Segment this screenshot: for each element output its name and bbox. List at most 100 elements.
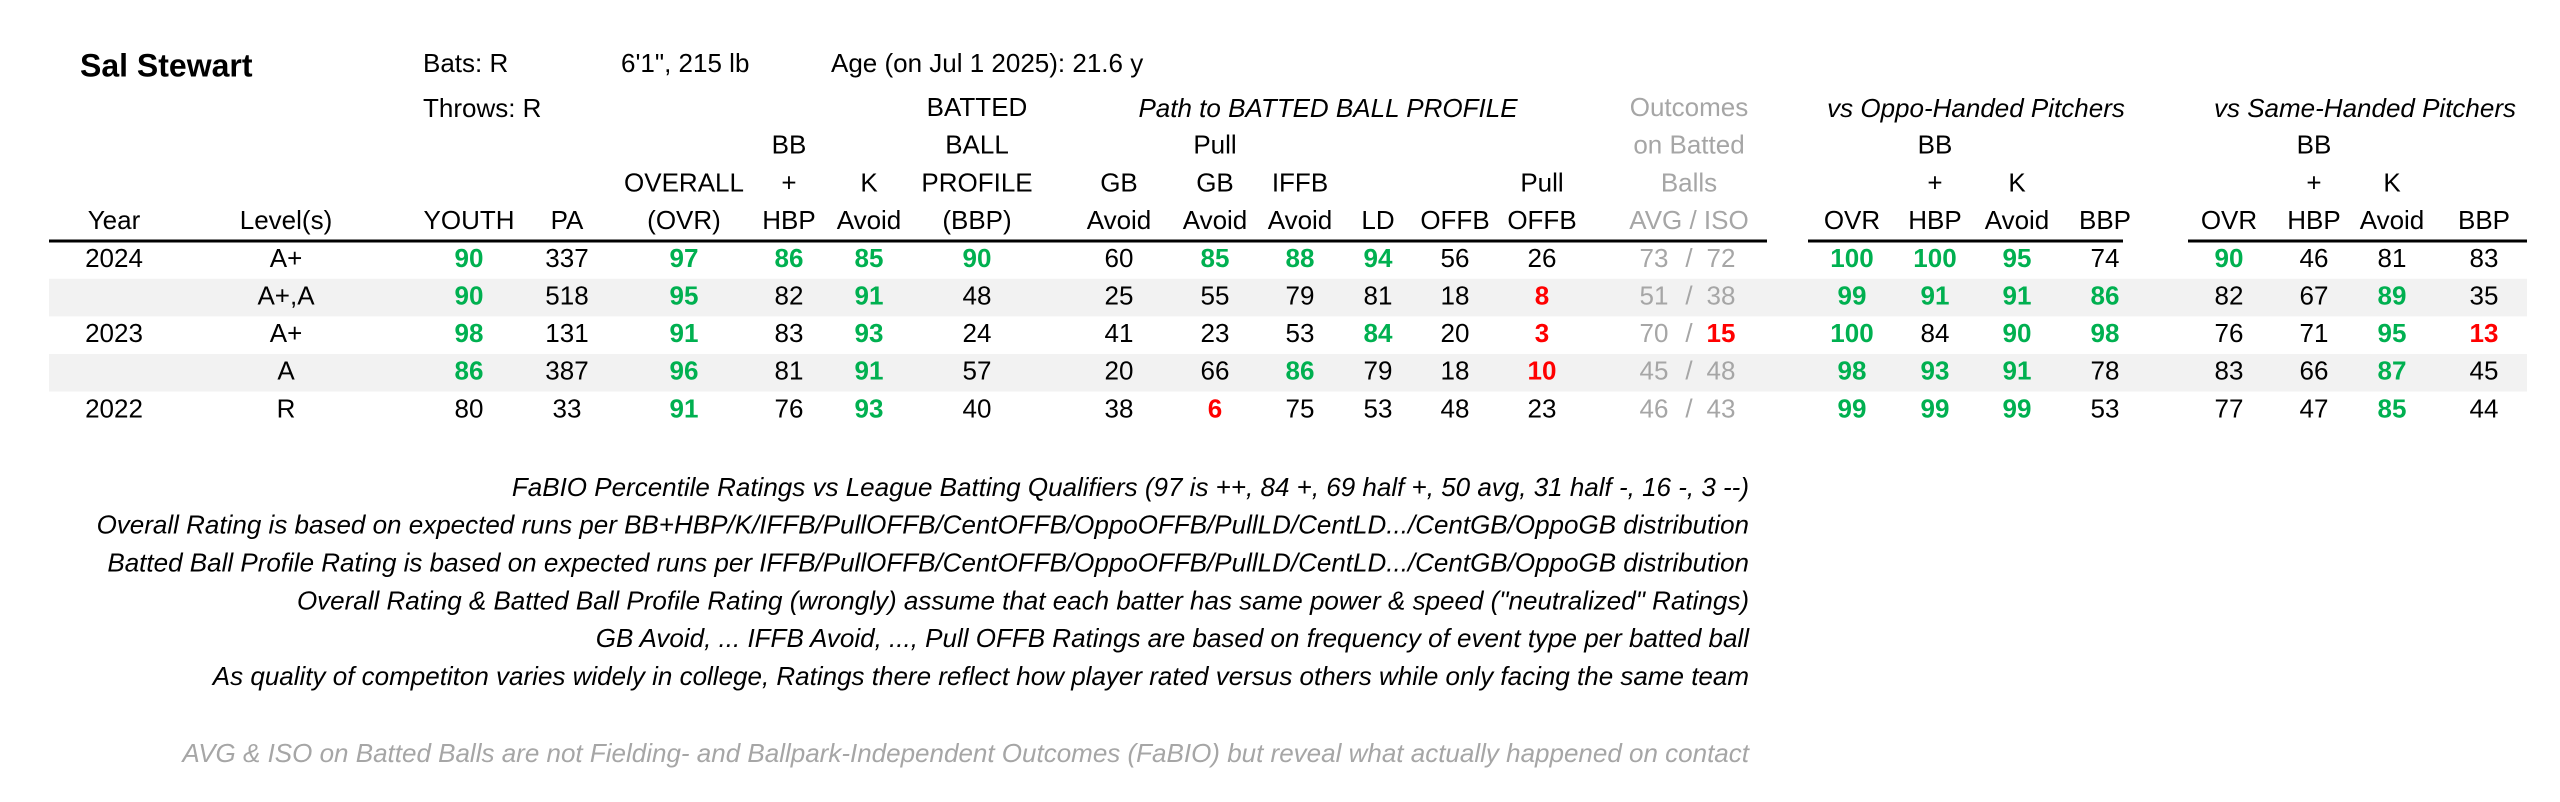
cell: 86	[455, 356, 484, 386]
level: A+	[270, 318, 303, 348]
cell: 85	[2378, 393, 2407, 423]
cell: 98	[455, 318, 484, 348]
cell: 87	[2378, 356, 2407, 386]
column-header: OVERALL	[624, 167, 744, 197]
column-header: Outcomes	[1630, 92, 1749, 122]
cell: 8	[1535, 280, 1549, 310]
cell: 88	[1286, 243, 1315, 273]
cell: 86	[775, 243, 804, 273]
cell: 91	[855, 356, 884, 386]
column-header: OVR	[1824, 205, 1880, 235]
column-header: BB	[772, 130, 807, 160]
cell: 83	[2215, 356, 2244, 386]
cell: 53	[2091, 393, 2120, 423]
column-header: Avoid	[1087, 205, 1152, 235]
note: Batted Ball Profile Rating is based on e…	[107, 547, 1749, 577]
column-header: K	[2008, 167, 2026, 197]
level: A+,A	[257, 280, 315, 310]
cell: 45	[2470, 356, 2499, 386]
cell: 91	[1921, 280, 1950, 310]
note: GB Avoid, ... IFFB Avoid, ..., Pull OFFB…	[596, 623, 1750, 653]
cell: 82	[775, 280, 804, 310]
cell: 20	[1105, 356, 1134, 386]
cell: 20	[1441, 318, 1470, 348]
cell: 77	[2215, 393, 2244, 423]
cell: 6	[1208, 393, 1222, 423]
cell: 56	[1441, 243, 1470, 273]
cell: 99	[2003, 393, 2032, 423]
cell: 337	[545, 243, 588, 273]
column-header: Pull	[1520, 167, 1563, 197]
cell: 38	[1105, 393, 1134, 423]
cell: 84	[1921, 318, 1950, 348]
separator: /	[1685, 280, 1693, 310]
cell: 55	[1201, 280, 1230, 310]
column-header: Balls	[1661, 167, 1717, 197]
cell: 100	[1830, 243, 1873, 273]
row-shade	[49, 278, 2527, 317]
cell: 80	[455, 393, 484, 423]
group-title: vs Oppo-Handed Pitchers	[1827, 93, 2125, 123]
note: Overall Rating & Batted Ball Profile Rat…	[297, 585, 1749, 615]
column-header: K	[2383, 167, 2401, 197]
cell: 97	[670, 243, 699, 273]
column-header: GB	[1100, 167, 1138, 197]
cell: 90	[455, 243, 484, 273]
column-header: +	[781, 167, 796, 197]
level: R	[277, 393, 296, 423]
cell: 70	[1640, 318, 1669, 348]
column-header: HBP	[1908, 205, 1961, 235]
cell: 38	[1707, 280, 1736, 310]
cell: 75	[1286, 393, 1315, 423]
cell: 26	[1528, 243, 1557, 273]
cell: 85	[1201, 243, 1230, 273]
column-header: GB	[1196, 167, 1234, 197]
cell: 25	[1105, 280, 1134, 310]
column-header: K	[860, 167, 878, 197]
year: 2024	[85, 243, 143, 273]
column-header: +	[2306, 167, 2321, 197]
column-header: PA	[551, 205, 584, 235]
cell: 96	[670, 356, 699, 386]
cell: 81	[1364, 280, 1393, 310]
column-header: PROFILE	[921, 167, 1032, 197]
cell: 44	[2470, 393, 2499, 423]
column-header: Avoid	[1985, 205, 2050, 235]
cell: 83	[775, 318, 804, 348]
cell: 79	[1286, 280, 1315, 310]
column-header: HBP	[2287, 205, 2340, 235]
cell: 99	[1838, 280, 1867, 310]
cell: 23	[1528, 393, 1557, 423]
cell: 13	[2470, 318, 2499, 348]
cell: 518	[545, 280, 588, 310]
column-header: on Batted	[1633, 130, 1744, 160]
cell: 48	[1707, 356, 1736, 386]
group-title: vs Same-Handed Pitchers	[2214, 93, 2516, 123]
cell: 91	[2003, 356, 2032, 386]
cell: 86	[1286, 356, 1315, 386]
cell: 66	[1201, 356, 1230, 386]
column-header: IFFB	[1272, 167, 1328, 197]
cell: 71	[2300, 318, 2329, 348]
cell: 83	[2470, 243, 2499, 273]
year: 2022	[85, 393, 143, 423]
row-shade	[49, 354, 2527, 392]
cell: 91	[670, 393, 699, 423]
height-weight: 6'1", 215 lb	[621, 48, 749, 78]
cell: 95	[2003, 243, 2032, 273]
column-header: LD	[1361, 205, 1394, 235]
cell: 48	[963, 280, 992, 310]
row-backgrounds	[49, 278, 2527, 392]
cell: 47	[2300, 393, 2329, 423]
cell: 76	[2215, 318, 2244, 348]
cell: 91	[855, 280, 884, 310]
column-header: Year	[88, 205, 141, 235]
cell: 41	[1105, 318, 1134, 348]
cell: 48	[1441, 393, 1470, 423]
cell: 33	[553, 393, 582, 423]
bats: Bats: R	[423, 48, 508, 78]
cell: 91	[2003, 280, 2032, 310]
cell: 85	[855, 243, 884, 273]
cell: 46	[1640, 393, 1669, 423]
separator: /	[1685, 243, 1693, 273]
